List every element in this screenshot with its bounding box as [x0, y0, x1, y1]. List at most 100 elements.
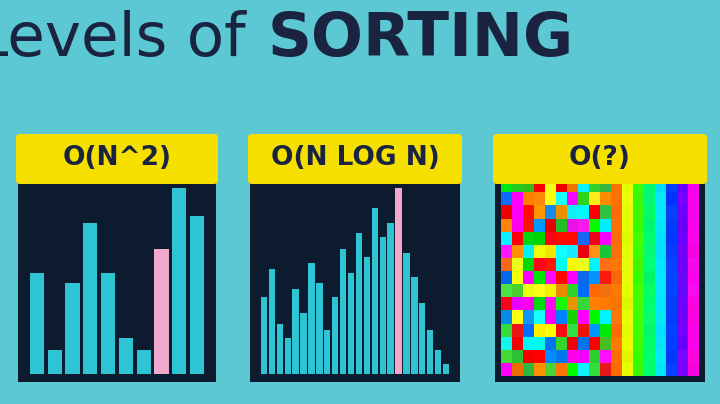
- Bar: [567, 363, 578, 376]
- Bar: [501, 205, 512, 219]
- Bar: [340, 249, 346, 374]
- Bar: [600, 179, 611, 192]
- Bar: [512, 284, 523, 297]
- Bar: [622, 363, 633, 376]
- Bar: [644, 337, 655, 350]
- Bar: [644, 258, 655, 271]
- Bar: [666, 258, 677, 271]
- Bar: [600, 219, 611, 231]
- Bar: [300, 314, 307, 374]
- Bar: [611, 258, 622, 271]
- Bar: [622, 324, 633, 337]
- Bar: [523, 363, 534, 376]
- Bar: [622, 310, 633, 324]
- Bar: [534, 324, 545, 337]
- Bar: [523, 245, 534, 258]
- Bar: [545, 245, 556, 258]
- Bar: [611, 350, 622, 363]
- Bar: [556, 350, 567, 363]
- Bar: [600, 271, 611, 284]
- Bar: [534, 179, 545, 192]
- Bar: [600, 258, 611, 271]
- Bar: [534, 192, 545, 205]
- Bar: [633, 297, 644, 310]
- Bar: [666, 350, 677, 363]
- Bar: [622, 179, 633, 192]
- Bar: [622, 284, 633, 297]
- Bar: [633, 258, 644, 271]
- Bar: [677, 179, 688, 192]
- Bar: [534, 231, 545, 245]
- Bar: [567, 297, 578, 310]
- Bar: [611, 231, 622, 245]
- Bar: [688, 284, 699, 297]
- Bar: [545, 337, 556, 350]
- Bar: [523, 337, 534, 350]
- Bar: [611, 310, 622, 324]
- Bar: [633, 271, 644, 284]
- Bar: [512, 324, 523, 337]
- Bar: [545, 271, 556, 284]
- Bar: [655, 179, 666, 192]
- Bar: [644, 166, 655, 179]
- Bar: [523, 166, 534, 179]
- Bar: [677, 271, 688, 284]
- Bar: [655, 231, 666, 245]
- Bar: [633, 350, 644, 363]
- Bar: [348, 273, 354, 374]
- Bar: [611, 205, 622, 219]
- Bar: [567, 179, 578, 192]
- Bar: [655, 350, 666, 363]
- Bar: [578, 219, 589, 231]
- Bar: [512, 310, 523, 324]
- Bar: [688, 166, 699, 179]
- Bar: [501, 310, 512, 324]
- Bar: [600, 245, 611, 258]
- Bar: [18, 160, 216, 382]
- Bar: [677, 258, 688, 271]
- Bar: [172, 188, 186, 374]
- Bar: [666, 297, 677, 310]
- Bar: [633, 324, 644, 337]
- Bar: [589, 350, 600, 363]
- Bar: [622, 258, 633, 271]
- Bar: [688, 271, 699, 284]
- Bar: [677, 324, 688, 337]
- Bar: [324, 330, 330, 374]
- Bar: [622, 350, 633, 363]
- Bar: [356, 233, 362, 374]
- Bar: [600, 337, 611, 350]
- Bar: [622, 166, 633, 179]
- Bar: [276, 324, 283, 374]
- Bar: [501, 350, 512, 363]
- Bar: [666, 337, 677, 350]
- Bar: [567, 284, 578, 297]
- Bar: [589, 219, 600, 231]
- Bar: [534, 350, 545, 363]
- Bar: [512, 297, 523, 310]
- Bar: [666, 324, 677, 337]
- Bar: [644, 310, 655, 324]
- Bar: [622, 271, 633, 284]
- Bar: [655, 324, 666, 337]
- Bar: [666, 284, 677, 297]
- Bar: [523, 258, 534, 271]
- Bar: [578, 324, 589, 337]
- Bar: [545, 166, 556, 179]
- Bar: [611, 179, 622, 192]
- Bar: [567, 245, 578, 258]
- Bar: [589, 363, 600, 376]
- Bar: [688, 310, 699, 324]
- Bar: [567, 205, 578, 219]
- Bar: [534, 258, 545, 271]
- Bar: [622, 205, 633, 219]
- Bar: [512, 271, 523, 284]
- Bar: [545, 310, 556, 324]
- Bar: [501, 245, 512, 258]
- Bar: [644, 231, 655, 245]
- Bar: [567, 310, 578, 324]
- Bar: [666, 219, 677, 231]
- Bar: [501, 271, 512, 284]
- Bar: [677, 284, 688, 297]
- Bar: [644, 179, 655, 192]
